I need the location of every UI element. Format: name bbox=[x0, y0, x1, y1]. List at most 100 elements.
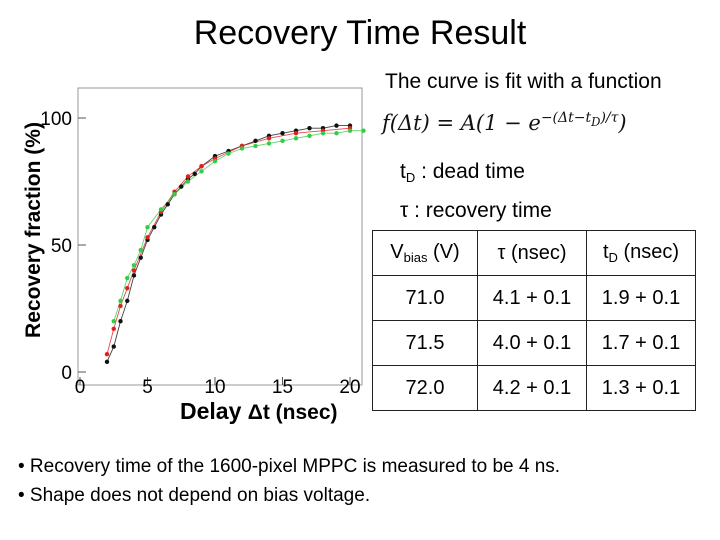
data-point bbox=[185, 179, 191, 184]
header-sub: bias bbox=[403, 250, 428, 265]
plot-frame bbox=[77, 87, 363, 386]
def-text: : dead time bbox=[415, 160, 525, 183]
header-vbias: Vbias (V) bbox=[372, 230, 478, 276]
formula-exponent-main: −(Δt−t bbox=[540, 110, 592, 126]
formula-tail: ) bbox=[618, 111, 627, 135]
fit-curve-2 bbox=[113, 130, 364, 322]
data-point bbox=[253, 143, 258, 149]
header-tau: τ (nsec) bbox=[477, 230, 587, 276]
x-axis-label: Delay Δt (nsec) bbox=[180, 398, 338, 425]
data-point bbox=[118, 298, 123, 304]
data-point bbox=[165, 202, 170, 207]
formula-exponent: −(Δt−tD)/τ bbox=[540, 110, 619, 129]
data-point bbox=[145, 225, 150, 230]
y-tick-label: 100 bbox=[40, 109, 72, 130]
table-row: 71.5 4.0 + 0.1 1.7 + 0.1 bbox=[372, 320, 696, 366]
results-table: Vbias (V) τ (nsec) tD (nsec) 71.0 4.1 + … bbox=[372, 230, 696, 411]
cell-vbias: 71.0 bbox=[372, 275, 478, 321]
x-axis-label-unit: Δt (nsec) bbox=[247, 401, 338, 424]
definitions: tD : dead time τ : recovery time bbox=[400, 155, 552, 227]
data-point bbox=[192, 171, 197, 177]
header-sub: D bbox=[608, 250, 618, 265]
header-main: V bbox=[390, 241, 404, 263]
fit-curve-0 bbox=[106, 125, 350, 362]
data-point bbox=[199, 169, 204, 174]
data-point bbox=[111, 319, 116, 324]
data-point bbox=[131, 263, 137, 268]
formula-exponent-end: )/τ bbox=[600, 110, 619, 126]
def-symbol-sub: D bbox=[405, 170, 416, 185]
data-point bbox=[138, 255, 143, 260]
data-point bbox=[125, 285, 130, 291]
data-point bbox=[293, 136, 299, 141]
data-point bbox=[334, 131, 339, 136]
cell-td: 1.7 + 0.1 bbox=[586, 320, 696, 366]
def-text: : recovery time bbox=[408, 199, 552, 222]
x-tick-label: 0 bbox=[75, 377, 86, 398]
data-point bbox=[347, 128, 353, 133]
data-point bbox=[131, 268, 137, 273]
x-tick-label: 10 bbox=[204, 377, 225, 398]
y-tick-label: 0 bbox=[61, 363, 72, 384]
data-point bbox=[212, 158, 218, 164]
data-point bbox=[125, 298, 130, 304]
data-point bbox=[172, 192, 177, 197]
slide-title: Recovery Time Result bbox=[193, 14, 527, 52]
formula-exponent-sub: D bbox=[591, 114, 601, 129]
definition-dead-time: tD : dead time bbox=[400, 155, 552, 194]
def-symbol: t bbox=[400, 160, 406, 183]
data-point bbox=[226, 151, 231, 156]
x-tick-label: 20 bbox=[339, 377, 360, 398]
data-point bbox=[111, 344, 116, 349]
data-point bbox=[253, 138, 258, 144]
cell-vbias: 71.5 bbox=[372, 320, 478, 366]
fit-curve-1 bbox=[106, 127, 351, 355]
data-point bbox=[280, 131, 285, 136]
data-point bbox=[199, 164, 204, 169]
data-point bbox=[125, 275, 130, 281]
x-tick-label: 5 bbox=[142, 377, 153, 398]
data-point bbox=[145, 235, 150, 240]
x-tick-label: 15 bbox=[272, 377, 293, 398]
bullet-list: • Recovery time of the 1600-pixel MPPC i… bbox=[18, 452, 560, 510]
cell-tau: 4.0 + 0.1 bbox=[477, 320, 587, 366]
data-point bbox=[158, 207, 164, 212]
data-point bbox=[280, 138, 285, 144]
cell-td: 1.9 + 0.1 bbox=[586, 275, 696, 321]
header-tail: (V) bbox=[427, 241, 460, 263]
cell-td: 1.3 + 0.1 bbox=[586, 365, 696, 411]
y-tick-label: 50 bbox=[51, 236, 72, 257]
data-point bbox=[104, 352, 110, 357]
definition-recovery-time: τ : recovery time bbox=[400, 194, 552, 227]
data-point bbox=[293, 131, 299, 136]
data-point bbox=[118, 319, 123, 324]
data-point bbox=[307, 125, 312, 131]
data-point bbox=[152, 225, 157, 230]
table-header-row: Vbias (V) τ (nsec) tD (nsec) bbox=[372, 230, 696, 276]
data-point bbox=[131, 273, 137, 278]
def-symbol: τ bbox=[400, 199, 409, 222]
data-point bbox=[179, 184, 184, 189]
bullet-item: • Shape does not depend on bias voltage. bbox=[18, 485, 371, 506]
data-point bbox=[320, 131, 326, 136]
data-point bbox=[334, 123, 339, 128]
data-point bbox=[361, 128, 366, 133]
data-point bbox=[104, 359, 110, 365]
data-point bbox=[185, 174, 191, 179]
bullet-item: • Recovery time of the 1600-pixel MPPC i… bbox=[18, 456, 561, 477]
cell-vbias: 72.0 bbox=[372, 365, 478, 411]
fit-description: The curve is fit with a function bbox=[385, 70, 662, 93]
data-point bbox=[307, 133, 312, 138]
formula-lhs: f(Δt) = A(1 − e bbox=[382, 111, 541, 135]
header-main: τ (nsec) bbox=[497, 241, 567, 264]
fit-formula: f(Δt) = A(1 − e−(Δt−tD)/τ) bbox=[382, 110, 627, 135]
cell-tau: 4.2 + 0.1 bbox=[477, 365, 587, 411]
header-tail: (nsec) bbox=[617, 241, 680, 263]
table-row: 71.0 4.1 + 0.1 1.9 + 0.1 bbox=[372, 275, 696, 321]
data-point bbox=[138, 247, 143, 253]
data-point bbox=[266, 136, 272, 141]
header-td: tD (nsec) bbox=[586, 230, 696, 276]
x-axis-label-word: Delay bbox=[180, 398, 242, 424]
data-point bbox=[111, 326, 116, 332]
